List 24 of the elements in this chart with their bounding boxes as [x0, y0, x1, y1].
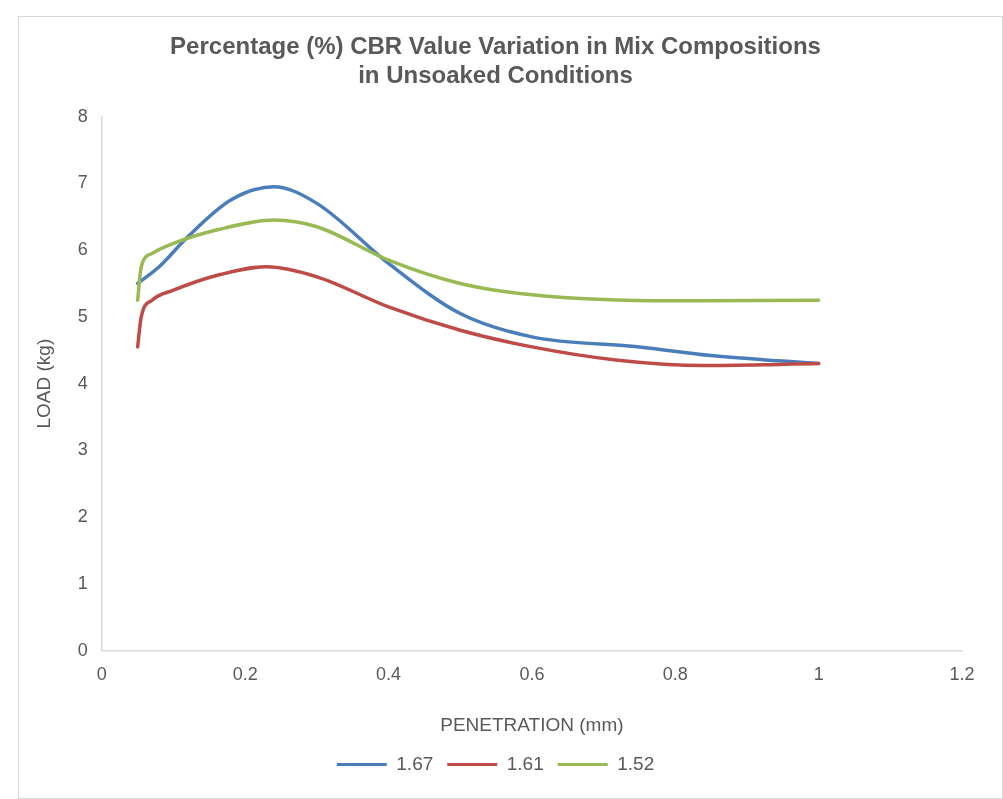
y-tick-label: 7: [77, 172, 88, 193]
x-tick-label: 0.8: [662, 664, 688, 685]
legend-label: 1.52: [617, 752, 655, 774]
x-tick-label: 0.4: [376, 664, 402, 685]
x-tick-label: 1.2: [949, 664, 975, 685]
y-tick-label: 6: [77, 239, 88, 260]
line-series: [135, 265, 821, 368]
y-axis-title: LOAD (kg): [32, 338, 54, 429]
y-tick-label: 4: [77, 372, 88, 393]
y-tick-label: 0: [77, 639, 88, 660]
x-tick-label: 0: [96, 664, 107, 685]
x-axis-title: PENETRATION (mm): [440, 713, 624, 735]
y-tick-label: 1: [77, 572, 88, 593]
chart-title: Percentage (%) CBR Value Variation in Mix Compositions in Unsoaked Conditions: [170, 32, 821, 88]
y-tick-label: 2: [77, 506, 88, 527]
x-tick-label: 1: [813, 664, 824, 685]
legend-label: 1.61: [506, 752, 544, 774]
x-tick-label: 0.2: [232, 664, 258, 685]
x-tick-label: 0.6: [519, 664, 545, 685]
y-tick-label: 5: [77, 305, 88, 326]
legend-label: 1.67: [396, 752, 434, 774]
line-series: [135, 218, 821, 303]
y-tick-label: 3: [77, 439, 88, 460]
y-tick-label: 8: [77, 105, 88, 126]
